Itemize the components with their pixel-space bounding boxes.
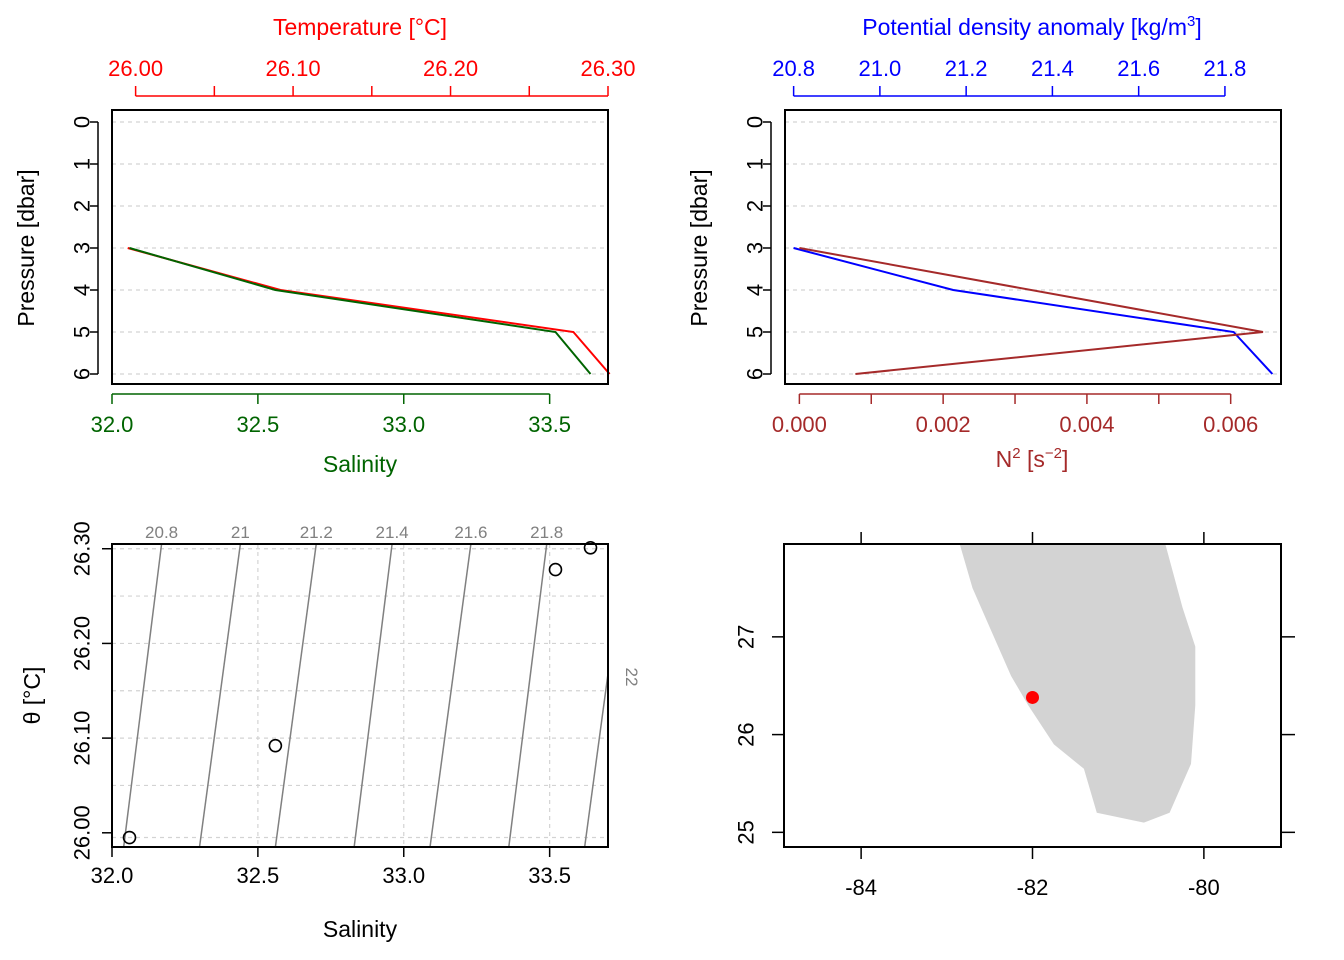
y-tick-label: 4 bbox=[70, 284, 95, 296]
x-tick-label: -82 bbox=[1017, 875, 1049, 900]
bottom-axis-title-n: N bbox=[996, 446, 1013, 472]
top-tick-label: 21.6 bbox=[1117, 56, 1160, 81]
isopycnal-line bbox=[274, 544, 317, 847]
top-tick-label: 26.00 bbox=[108, 56, 163, 81]
isopycnal-line bbox=[198, 544, 242, 847]
x-axis-label: Salinity bbox=[323, 916, 398, 942]
ts-point bbox=[548, 562, 563, 577]
isopycnal-line bbox=[583, 668, 608, 847]
x-tick-label: 33.5 bbox=[528, 863, 571, 888]
ts-point bbox=[122, 830, 137, 845]
top-axis-title: Potential density anomaly [kg/m3] bbox=[862, 13, 1201, 40]
series-line-density bbox=[793, 247, 1274, 375]
bottom-tick-label: 32.5 bbox=[236, 412, 279, 437]
y-tick-label: 6 bbox=[743, 368, 768, 380]
top-tick-label: 26.30 bbox=[580, 56, 635, 81]
x-tick-label: 33.0 bbox=[382, 863, 425, 888]
y-tick-label: 26.00 bbox=[70, 805, 95, 860]
top-axis-title-main: Potential density anomaly [kg/m bbox=[862, 14, 1187, 40]
y-tick-label: 3 bbox=[743, 242, 768, 254]
top-tick-label: 26.20 bbox=[423, 56, 478, 81]
top-tick-label: 21.0 bbox=[858, 56, 901, 81]
y-axis-label: θ [°C] bbox=[19, 667, 45, 725]
top-tick-label: 21.4 bbox=[1031, 56, 1074, 81]
bottom-axis-title: N2 [s−2] bbox=[996, 445, 1069, 472]
bottom-tick-label: 0.000 bbox=[772, 412, 827, 437]
isopycnal-label: 21.4 bbox=[376, 523, 409, 542]
y-tick-label: 4 bbox=[743, 284, 768, 296]
x-tick-label: -80 bbox=[1188, 875, 1220, 900]
y-tick-label: 1 bbox=[743, 158, 768, 170]
isopycnal-line bbox=[508, 544, 548, 847]
profile-temperature-salinity: 0 1 2 3 4 5 6 Pressure [dbar] 26.00 26.10 26.20 26.… bbox=[13, 14, 636, 477]
series-line-salinity bbox=[129, 247, 592, 375]
top-axis-title-end: ] bbox=[1195, 14, 1201, 40]
y-tick-label: 1 bbox=[70, 158, 95, 170]
series-line-temperature bbox=[127, 247, 611, 375]
top-axis-title: Temperature [°C] bbox=[273, 14, 447, 40]
bottom-axis-title-end: ] bbox=[1062, 446, 1068, 472]
bottom-axis-title: Salinity bbox=[323, 451, 398, 477]
y-tick-label: 5 bbox=[743, 326, 768, 338]
profile-density-n2: 0 1 2 3 4 5 6 Pressure [dbar] 20.8 21.0 21.2 21.4 21… bbox=[686, 13, 1282, 472]
isopycnal-label: 21.2 bbox=[300, 523, 333, 542]
top-tick-label: 21.2 bbox=[945, 56, 988, 81]
y-tick-label: 26.30 bbox=[70, 521, 95, 576]
bottom-axis-title-sup: 2 bbox=[1012, 445, 1020, 462]
top-tick-label: 26.10 bbox=[266, 56, 321, 81]
x-tick-label: -84 bbox=[845, 875, 877, 900]
bottom-axis-title-mid: [s bbox=[1021, 446, 1045, 472]
isopycnal-line bbox=[122, 544, 163, 847]
isopycnal-label: 22 bbox=[622, 668, 641, 687]
top-axis-title-sup: 3 bbox=[1187, 13, 1195, 30]
bottom-tick-label: 0.006 bbox=[1203, 412, 1258, 437]
isopycnal-label: 21 bbox=[231, 523, 250, 542]
y-tick-label: 26.20 bbox=[70, 616, 95, 671]
plot-frame bbox=[111, 109, 609, 385]
y-tick-label: 6 bbox=[70, 368, 95, 380]
plot-frame bbox=[784, 109, 1282, 385]
top-tick-label: 20.8 bbox=[772, 56, 815, 81]
bottom-tick-label: 33.0 bbox=[382, 412, 425, 437]
y-axis-label: Pressure [dbar] bbox=[686, 169, 712, 326]
top-tick-label: 21.8 bbox=[1204, 56, 1247, 81]
isopycnal-line bbox=[353, 544, 393, 847]
plot-frame bbox=[111, 543, 609, 848]
series-line-n2 bbox=[799, 247, 1264, 375]
ts-point bbox=[583, 540, 598, 555]
isopycnal-label: 21.6 bbox=[454, 523, 487, 542]
isopycnal-line bbox=[429, 544, 472, 847]
y-tick-label: 3 bbox=[70, 242, 95, 254]
station-marker bbox=[1026, 690, 1039, 704]
y-tick-label: 0 bbox=[70, 116, 95, 128]
bottom-axis-title-sup2: −2 bbox=[1045, 445, 1062, 462]
y-tick-label: 25 bbox=[734, 820, 759, 844]
y-tick-label: 5 bbox=[70, 326, 95, 338]
bottom-tick-label: 32.0 bbox=[91, 412, 134, 437]
bottom-tick-label: 0.002 bbox=[916, 412, 971, 437]
land-polygon bbox=[959, 544, 1196, 823]
x-tick-label: 32.0 bbox=[91, 863, 134, 888]
isopycnal-label: 21.8 bbox=[530, 523, 563, 542]
y-tick-label: 26.10 bbox=[70, 711, 95, 766]
isopycnal-label: 20.8 bbox=[145, 523, 178, 542]
bottom-tick-label: 33.5 bbox=[528, 412, 571, 437]
x-tick-label: 32.5 bbox=[236, 863, 279, 888]
ts-point bbox=[268, 738, 283, 753]
y-tick-label: 26 bbox=[734, 722, 759, 746]
station-map: -84 -82 -80 25 26 27 bbox=[734, 532, 1295, 900]
bottom-tick-label: 0.004 bbox=[1059, 412, 1114, 437]
y-axis-label: Pressure [dbar] bbox=[13, 169, 39, 326]
isopycnal-group bbox=[122, 544, 608, 847]
y-tick-label: 2 bbox=[70, 200, 95, 212]
y-tick-label: 0 bbox=[743, 116, 768, 128]
y-tick-label: 27 bbox=[734, 625, 759, 649]
ts-diagram: 20.8 21 21.2 21.4 21.6 21.8 22 32.0 32.5 33.0 33.5… bbox=[19, 521, 641, 942]
y-tick-label: 2 bbox=[743, 200, 768, 212]
